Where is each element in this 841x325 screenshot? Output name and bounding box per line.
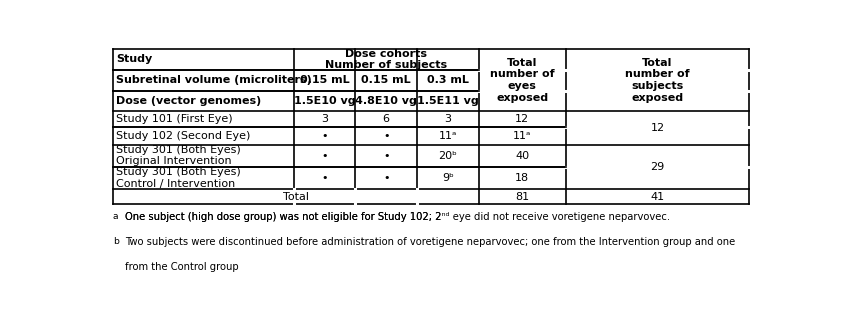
Text: 11ᵃ: 11ᵃ: [513, 131, 532, 141]
Text: One subject (high dose group) was not eligible for Study 102; 2ⁿᵈ eye did not re: One subject (high dose group) was not el…: [124, 212, 669, 222]
Text: •: •: [321, 131, 328, 141]
Text: Study 301 (Both Eyes)
Control / Intervention: Study 301 (Both Eyes) Control / Interven…: [116, 167, 241, 188]
Text: 18: 18: [516, 173, 529, 183]
Text: 1.5E11 vg: 1.5E11 vg: [417, 96, 479, 106]
Text: 0.15 mL: 0.15 mL: [362, 75, 411, 85]
Text: Dose (vector genomes): Dose (vector genomes): [116, 96, 262, 106]
Text: 1.5E10 vg: 1.5E10 vg: [294, 96, 356, 106]
Text: •: •: [321, 151, 328, 161]
Text: 81: 81: [516, 191, 529, 202]
Text: 29: 29: [650, 162, 664, 172]
Text: •: •: [321, 173, 328, 183]
Text: 12: 12: [516, 114, 529, 124]
Text: 12: 12: [650, 123, 664, 133]
Text: 9ᵇ: 9ᵇ: [442, 173, 454, 183]
Text: Total: Total: [283, 191, 309, 202]
Text: Study 101 (First Eye): Study 101 (First Eye): [116, 114, 233, 124]
Text: 0.15 mL: 0.15 mL: [300, 75, 350, 85]
Text: 20ᵇ: 20ᵇ: [438, 151, 458, 161]
Text: a: a: [113, 212, 119, 221]
Text: 6: 6: [383, 114, 389, 124]
Text: 0.3 mL: 0.3 mL: [427, 75, 468, 85]
Text: Study: Study: [116, 54, 152, 64]
Text: from the Control group: from the Control group: [124, 262, 238, 272]
Text: •: •: [383, 173, 389, 183]
Text: •: •: [383, 131, 389, 141]
Text: Two subjects were discontinued before administration of voretigene neparvovec; o: Two subjects were discontinued before ad…: [124, 237, 735, 247]
Text: 3: 3: [321, 114, 328, 124]
Text: •: •: [383, 151, 389, 161]
Text: 4.8E10 vg: 4.8E10 vg: [355, 96, 417, 106]
Text: One subject (high dose group) was not eligible for Study 102; 2: One subject (high dose group) was not el…: [124, 212, 442, 222]
Text: 11ᵃ: 11ᵃ: [439, 131, 457, 141]
Text: Subretinal volume (microliters): Subretinal volume (microliters): [116, 75, 312, 85]
Text: Total
number of
eyes
exposed: Total number of eyes exposed: [490, 58, 554, 103]
Text: Total
number of
subjects
exposed: Total number of subjects exposed: [625, 58, 690, 103]
Text: 3: 3: [444, 114, 452, 124]
Text: 41: 41: [650, 191, 664, 202]
Text: Study 102 (Second Eye): Study 102 (Second Eye): [116, 131, 251, 141]
Text: Dose cohorts
Number of subjects: Dose cohorts Number of subjects: [325, 49, 447, 70]
Text: 40: 40: [516, 151, 529, 161]
Text: Study 301 (Both Eyes)
Original Intervention: Study 301 (Both Eyes) Original Intervent…: [116, 145, 241, 166]
Text: b: b: [113, 237, 119, 246]
